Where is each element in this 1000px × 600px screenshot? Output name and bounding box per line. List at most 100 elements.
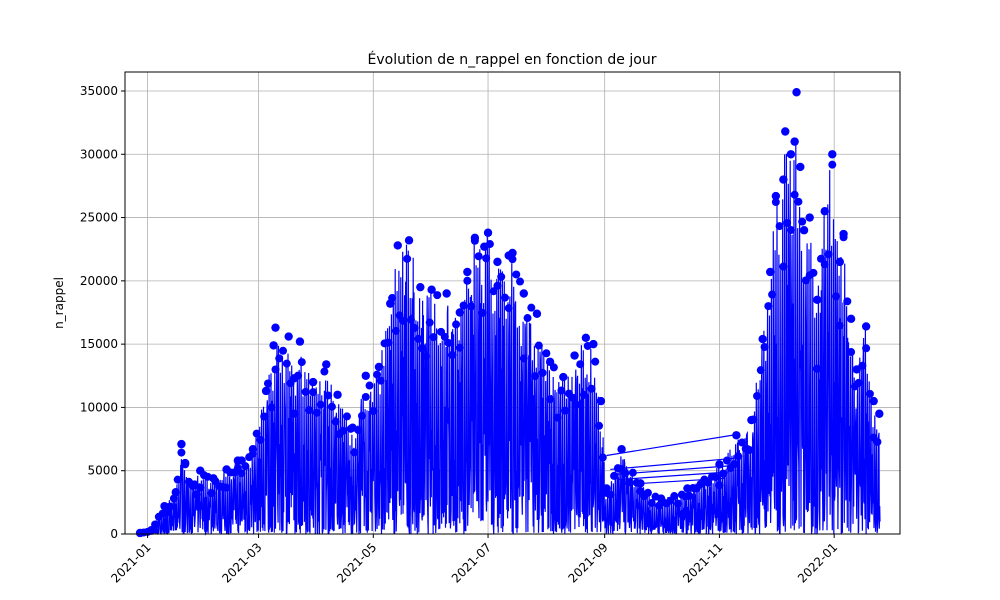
data-point <box>862 322 870 330</box>
data-point <box>317 401 325 409</box>
data-point <box>405 236 413 244</box>
data-point <box>524 314 532 322</box>
data-point <box>354 426 362 434</box>
data-point <box>550 363 558 371</box>
data-point <box>869 397 877 405</box>
data-point <box>170 494 178 502</box>
data-point <box>456 308 464 316</box>
data-point <box>559 373 567 381</box>
data-point <box>768 291 776 299</box>
data-point <box>177 449 185 457</box>
data-point <box>847 348 855 356</box>
data-point <box>674 500 682 508</box>
data-point <box>617 445 625 453</box>
data-point <box>426 319 434 327</box>
data-point <box>580 391 588 399</box>
data-point <box>189 482 197 490</box>
data-point <box>730 460 738 468</box>
data-point <box>260 413 268 421</box>
data-point <box>847 315 855 323</box>
data-point <box>478 309 486 317</box>
data-point <box>279 347 287 355</box>
data-point <box>723 457 731 465</box>
data-point <box>858 362 866 370</box>
data-point <box>855 379 863 387</box>
data-point <box>339 427 347 435</box>
data-point <box>875 410 883 418</box>
data-point <box>275 354 283 362</box>
data-point <box>712 473 720 481</box>
data-point <box>309 388 317 396</box>
data-point <box>305 406 313 414</box>
data-point <box>715 460 723 468</box>
data-point <box>597 397 605 405</box>
data-point <box>757 366 765 374</box>
data-point <box>313 409 321 417</box>
data-point <box>384 339 392 347</box>
data-point <box>535 342 543 350</box>
y-axis-label: n_rappel <box>52 277 66 329</box>
data-point <box>358 412 366 420</box>
data-point <box>296 337 304 345</box>
data-point <box>377 377 385 385</box>
data-point <box>746 446 754 454</box>
data-point <box>324 391 332 399</box>
data-point <box>320 368 328 376</box>
data-point <box>570 351 578 359</box>
data-point <box>269 341 277 349</box>
data-point <box>764 302 772 310</box>
y-tick-label: 35000 <box>80 84 118 98</box>
data-point <box>208 489 216 497</box>
data-point <box>821 260 829 268</box>
data-point <box>685 492 693 500</box>
data-point <box>670 492 678 500</box>
data-point <box>557 387 565 395</box>
data-point <box>283 360 291 368</box>
data-point <box>753 392 761 400</box>
data-point <box>328 403 336 411</box>
data-point <box>366 382 374 390</box>
data-point <box>836 258 844 266</box>
data-point <box>249 450 257 458</box>
data-point <box>772 198 780 206</box>
data-point <box>582 334 590 342</box>
data-point <box>546 395 554 403</box>
data-point <box>791 191 799 199</box>
data-point <box>576 360 584 368</box>
data-point <box>166 503 174 511</box>
data-point <box>241 462 249 470</box>
chart-title: Évolution de n_rappel en fonction de jou… <box>368 51 657 68</box>
data-point <box>809 269 817 277</box>
data-point <box>790 137 798 145</box>
y-tick-label: 25000 <box>80 211 118 225</box>
data-point <box>493 282 501 290</box>
data-point <box>629 469 637 477</box>
data-point <box>866 390 874 398</box>
data-point <box>448 351 456 359</box>
data-point <box>591 358 599 366</box>
data-point <box>798 218 806 226</box>
data-point <box>298 358 306 366</box>
data-point <box>836 322 844 330</box>
data-point <box>290 410 298 418</box>
data-point <box>873 438 881 446</box>
data-point <box>843 297 851 305</box>
data-point <box>416 283 424 291</box>
data-point <box>595 422 603 430</box>
data-point <box>796 163 804 171</box>
data-point <box>452 320 460 328</box>
data-point <box>463 277 471 285</box>
data-point <box>287 379 295 387</box>
data-point <box>505 304 513 312</box>
data-point <box>442 289 450 297</box>
data-point <box>475 252 483 260</box>
data-point <box>606 491 614 499</box>
data-point <box>813 365 821 373</box>
data-point <box>414 335 422 343</box>
data-point <box>758 335 766 343</box>
data-point <box>482 254 490 262</box>
data-point <box>196 484 204 492</box>
data-point <box>584 342 592 350</box>
data-point <box>456 344 464 352</box>
